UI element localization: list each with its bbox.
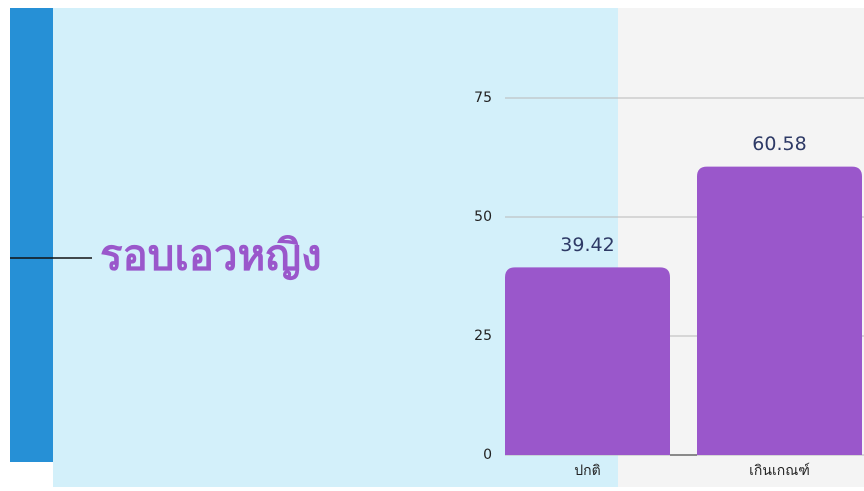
- x-tick-label: ปกติ: [574, 463, 600, 479]
- bar: [505, 267, 670, 455]
- value-label: 60.58: [752, 133, 806, 155]
- x-tick-label: เกินเกณฑ์: [749, 462, 810, 479]
- y-tick-label: 0: [483, 447, 492, 463]
- value-label: 39.42: [560, 234, 614, 256]
- y-tick-label: 75: [474, 90, 492, 106]
- chart-title: รอบเอวหญิง: [100, 231, 322, 281]
- bar: [697, 166, 862, 455]
- chart: 0 25 50 75 39.42 ปกติ 60.58 เกินเกณฑ์: [474, 90, 864, 479]
- blue-strip: [10, 8, 53, 462]
- y-tick-label: 25: [474, 328, 492, 344]
- y-tick-label: 50: [474, 209, 492, 225]
